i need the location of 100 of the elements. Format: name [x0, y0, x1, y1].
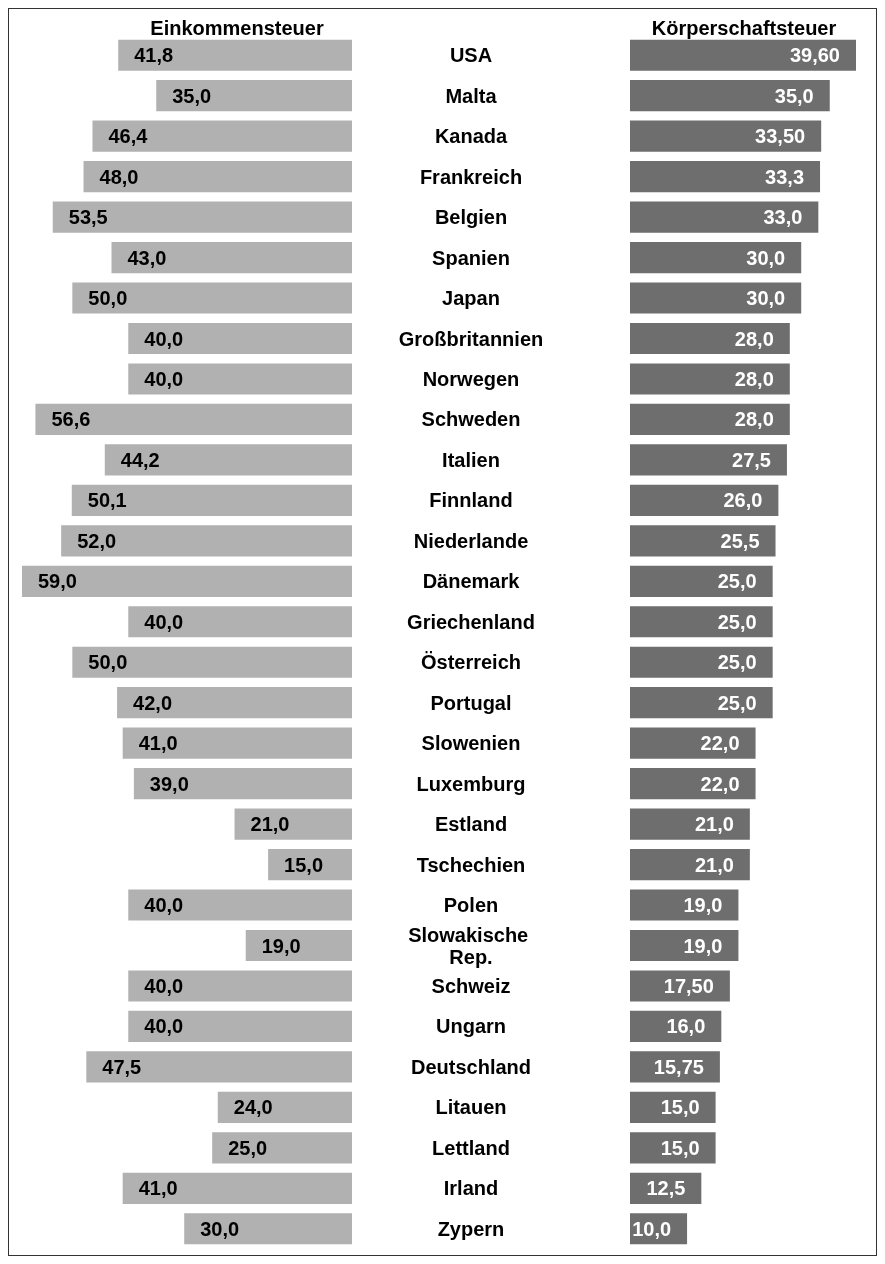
- y-tick-label: Portugal: [430, 691, 512, 714]
- data-label: 42,0: [133, 691, 173, 714]
- bar: [128, 970, 352, 1002]
- bar: [630, 606, 773, 638]
- bar: [128, 606, 352, 638]
- data-label: 28,0: [734, 327, 774, 350]
- bar: [133, 768, 352, 800]
- data-label: 12,5: [646, 1177, 686, 1200]
- y-tick-label: Malta: [445, 84, 498, 107]
- bar: [128, 1010, 352, 1043]
- data-label: 52,0: [77, 529, 117, 552]
- bar: [122, 1172, 352, 1204]
- bar: [117, 687, 352, 719]
- y-tick-label: Luxemburg: [416, 772, 526, 795]
- data-label: 33,3: [765, 165, 805, 188]
- y-tick-label: Finnland: [429, 489, 513, 512]
- bar: [72, 646, 352, 678]
- bar: [104, 444, 352, 476]
- bar: [630, 39, 856, 71]
- y-tick-label: Frankreich: [419, 165, 523, 188]
- data-label: 19,0: [261, 934, 301, 957]
- data-label: 44,2: [120, 448, 160, 471]
- data-label: 35,0: [172, 84, 212, 107]
- data-label: 28,0: [734, 408, 774, 431]
- y-tick-label: Irland: [443, 1177, 499, 1200]
- bar: [52, 201, 352, 233]
- data-label: 39,0: [149, 772, 189, 795]
- y-tick-label: Griechenland: [407, 610, 535, 633]
- bar: [630, 646, 773, 678]
- data-label: 40,0: [144, 1015, 184, 1038]
- y-tick-label: Spanien: [432, 246, 510, 269]
- bar: [212, 1132, 352, 1164]
- data-label: 15,0: [660, 1136, 700, 1159]
- bar: [630, 120, 822, 152]
- bar: [118, 39, 352, 71]
- data-label: 33,0: [763, 206, 803, 229]
- bar: [630, 444, 787, 476]
- data-label: 40,0: [144, 894, 184, 917]
- data-label: 10,0: [632, 1217, 672, 1240]
- data-label: 33,50: [755, 125, 806, 148]
- chart-title: Einkommensteuer: [150, 17, 324, 39]
- y-tick-label: Polen: [443, 894, 499, 917]
- bar: [92, 120, 352, 152]
- data-label: 39,60: [789, 44, 840, 67]
- data-label: 47,5: [102, 1055, 142, 1078]
- bar: [245, 929, 352, 962]
- data-label: 21,0: [694, 813, 734, 836]
- data-label: 28,0: [734, 367, 774, 390]
- data-label: 56,6: [51, 408, 91, 431]
- bar: [630, 929, 739, 962]
- data-label: 59,0: [38, 570, 77, 593]
- data-label: 40,0: [144, 367, 184, 390]
- data-label: 43,0: [127, 246, 167, 269]
- y-tick-label: Niederlande: [413, 529, 529, 552]
- data-label: 53,5: [68, 206, 108, 229]
- y-tick-label: Schweiz: [431, 974, 511, 997]
- bar: [630, 848, 750, 881]
- bar: [86, 1051, 352, 1083]
- bar: [630, 282, 802, 314]
- y-tick-label: Großbritannien: [398, 327, 544, 350]
- y-tick-label: Litauen: [435, 1096, 507, 1119]
- y-tick-label: Ungarn: [436, 1015, 506, 1038]
- y-tick-label: USA: [449, 44, 493, 67]
- data-label: 41,8: [134, 44, 174, 67]
- bar: [156, 80, 352, 112]
- data-label: 40,0: [144, 327, 184, 350]
- y-tick-label: Slowenien: [421, 732, 521, 755]
- data-label: 50,1: [87, 489, 127, 512]
- bar: [630, 80, 830, 112]
- y-tick-label: Italien: [442, 448, 500, 471]
- data-label: 17,50: [663, 974, 714, 997]
- bar: [61, 525, 352, 557]
- bar: [630, 565, 773, 597]
- bar: [630, 484, 779, 516]
- y-tick-label: Österreich: [420, 651, 522, 674]
- data-label: 40,0: [144, 974, 184, 997]
- bar: [630, 970, 730, 1002]
- data-label: 25,0: [717, 570, 757, 593]
- data-label: 50,0: [88, 651, 128, 674]
- bar: [184, 1213, 352, 1245]
- data-label: 40,0: [144, 610, 184, 633]
- bar: [630, 889, 739, 921]
- data-label: 25,0: [228, 1136, 268, 1159]
- y-tick-label: Japan: [442, 287, 500, 310]
- data-label: 26,0: [723, 489, 763, 512]
- bar: [128, 363, 352, 395]
- bar: [630, 727, 756, 759]
- y-tick-label: Belgien: [434, 206, 508, 229]
- bar: [630, 241, 802, 274]
- data-label: 25,5: [720, 529, 760, 552]
- data-label: 41,0: [138, 1177, 178, 1200]
- bar: [83, 161, 352, 193]
- data-label: 21,0: [250, 813, 290, 836]
- y-tick-label: Tschechien: [416, 853, 526, 876]
- bar: [630, 768, 756, 800]
- y-tick-label: Estland: [434, 813, 508, 836]
- bar: [111, 241, 352, 274]
- data-label: 22,0: [700, 732, 740, 755]
- bar: [122, 727, 352, 759]
- y-tick-label: Zypern: [437, 1217, 505, 1240]
